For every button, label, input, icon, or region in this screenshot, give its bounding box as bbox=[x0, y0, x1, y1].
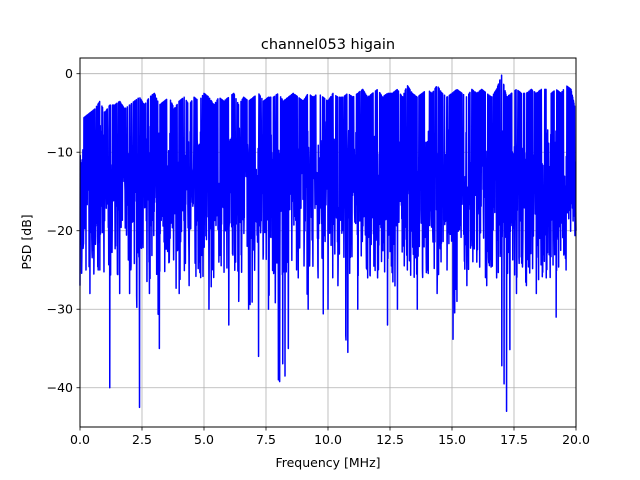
x-tick-label: 20.0 bbox=[562, 432, 590, 447]
axis-ticks: 0.0 2.5 5.0 7.5 10.0 12.5 15.0 17.5 20.0 0 −10 −20 −… bbox=[47, 66, 590, 447]
y-tick-label: −40 bbox=[47, 380, 73, 395]
psd-trace bbox=[79, 74, 577, 413]
x-tick-label: 5.0 bbox=[194, 432, 214, 447]
x-tick-label: 2.5 bbox=[132, 432, 152, 447]
y-tick-label: −30 bbox=[47, 302, 73, 317]
x-tick-label: 15.0 bbox=[438, 432, 466, 447]
chart-title: channel053 higain bbox=[261, 37, 395, 53]
y-tick-label: −20 bbox=[47, 223, 73, 238]
x-tick-label: 12.5 bbox=[376, 432, 404, 447]
y-axis-label: PSD [dB] bbox=[19, 214, 34, 269]
y-tick-label: 0 bbox=[65, 66, 73, 81]
y-tick-label: −10 bbox=[47, 145, 73, 160]
x-tick-label: 17.5 bbox=[500, 432, 528, 447]
x-tick-label: 7.5 bbox=[256, 432, 276, 447]
x-axis-label: Frequency [MHz] bbox=[275, 455, 380, 470]
x-tick-label: 10.0 bbox=[314, 432, 342, 447]
psd-series-line bbox=[79, 74, 577, 413]
x-tick-label: 0.0 bbox=[70, 432, 90, 447]
